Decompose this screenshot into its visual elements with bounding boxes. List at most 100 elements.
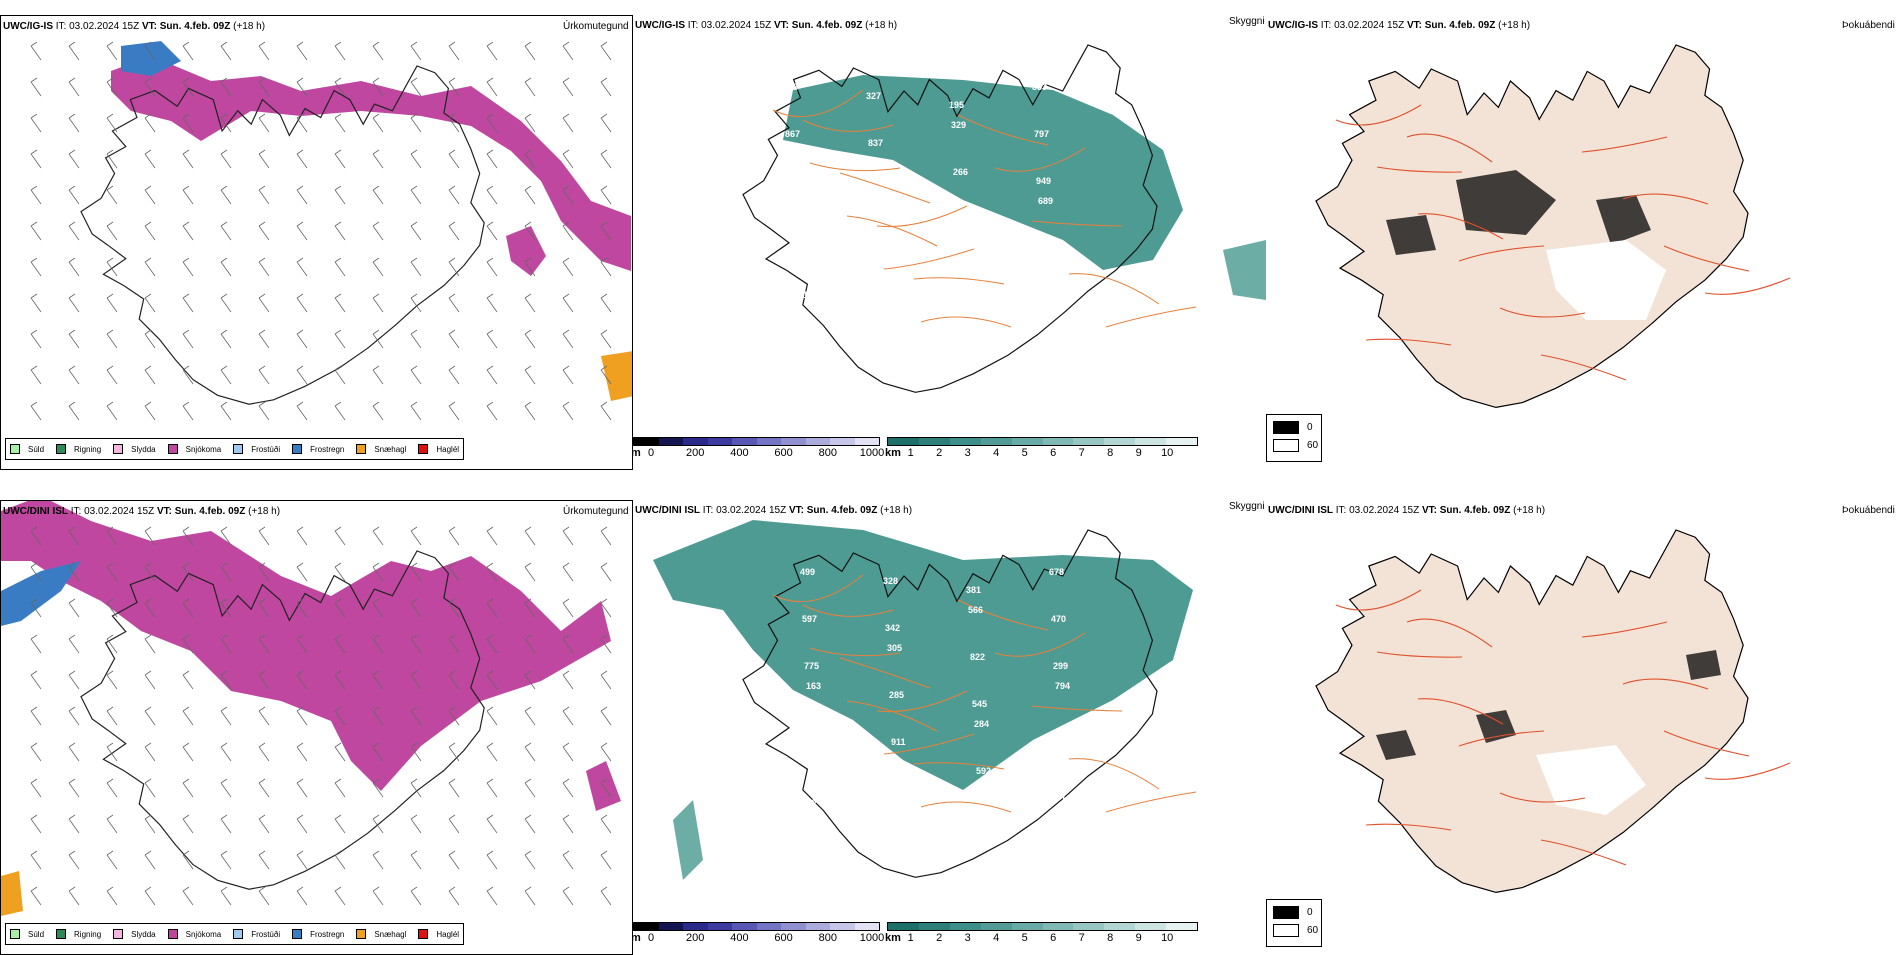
colorbar-step	[949, 923, 981, 930]
wind-barb	[258, 365, 270, 385]
legend-swatch	[292, 929, 303, 939]
colorbar-ticks: m 0 200 400 600 800 1000	[633, 931, 884, 945]
road-line	[1417, 698, 1504, 725]
road-line	[1031, 705, 1123, 712]
wind-barb	[30, 41, 42, 61]
wind-barb	[372, 706, 384, 726]
wind-barb	[296, 850, 308, 870]
wind-barb	[562, 41, 574, 61]
wind-barb	[562, 221, 574, 241]
wind-barb	[334, 850, 346, 870]
cloud-base-label: 266	[953, 167, 968, 177]
wind-barb	[448, 562, 460, 582]
wind-barb	[144, 113, 156, 133]
wind-barb	[562, 886, 574, 906]
wind-barb	[600, 185, 612, 205]
wind-barb	[334, 113, 346, 133]
wind-barb	[334, 814, 346, 834]
cloud-base-label: 838	[791, 243, 806, 253]
legend-label: Snæhagl	[374, 929, 407, 939]
road-line	[1704, 277, 1791, 295]
colorbar-tick: 200	[686, 932, 705, 944]
road-line	[1540, 839, 1627, 866]
legend-label: Súld	[28, 929, 45, 939]
legend-label: Slydda	[131, 929, 156, 939]
title-lead: (+18 h)	[880, 505, 913, 516]
road-line	[1406, 618, 1493, 648]
snow-area	[506, 226, 546, 276]
wind-barb	[68, 742, 80, 762]
cloud-base-label: 69	[893, 757, 903, 767]
wind-barb	[68, 886, 80, 906]
wind-barb	[600, 329, 612, 349]
colorbar-tick: 6	[1050, 932, 1057, 944]
fog-index-panel: UWC/IG-IS IT: 03.02.2024 15Z VT: Sun. 4.…	[1266, 0, 1899, 470]
wind-barb	[334, 706, 346, 726]
colorbar-step	[949, 438, 981, 445]
precip-map	[30, 41, 632, 421]
wind-barb	[448, 670, 460, 690]
colorbar-step	[781, 438, 806, 445]
wind-barb	[600, 221, 612, 241]
wind-barb	[486, 113, 498, 133]
wind-barb	[600, 850, 612, 870]
wind-barb	[258, 185, 270, 205]
wind-barb	[144, 850, 156, 870]
title-model: UWC/DINI ISL	[1268, 505, 1333, 516]
colorbar-step	[854, 923, 879, 930]
title-vt-value: Sun. 4.feb. 09Z	[1439, 505, 1511, 516]
iceland-coastline	[80, 550, 485, 890]
wind-barb	[30, 77, 42, 97]
colorbar-step	[683, 923, 708, 930]
wind-barb	[106, 365, 118, 385]
legend-label: Snjókoma	[185, 929, 222, 939]
colorbar-strip	[887, 437, 1198, 446]
colorbar-step	[732, 438, 757, 445]
title-it-label: IT:	[55, 21, 67, 32]
cloud-base-label: 819	[955, 214, 970, 224]
wind-barb	[144, 185, 156, 205]
wind-barb	[296, 562, 308, 582]
wind-barb	[182, 221, 194, 241]
wind-barb	[448, 886, 460, 906]
precip-type-legend: Súld Rigning Slydda Snjókoma Frostúði Frostre…	[5, 923, 465, 945]
wind-barb	[220, 814, 232, 834]
wind-barb	[600, 365, 612, 385]
wind-barb	[296, 293, 308, 313]
wind-barb	[486, 814, 498, 834]
wind-barb	[524, 113, 536, 133]
legend-swatch	[418, 929, 429, 939]
wind-barb	[182, 329, 194, 349]
fog-map	[1315, 529, 1791, 894]
wind-barb	[220, 634, 232, 654]
wind-barb	[562, 526, 574, 546]
fog-legend-swatch	[1273, 924, 1299, 937]
legend-swatch	[292, 444, 303, 454]
fog-dark-area	[1386, 215, 1436, 255]
wind-barb	[524, 41, 536, 61]
wind-barb	[296, 221, 308, 241]
wind-barb	[486, 850, 498, 870]
title-model: UWC/DINI ISL	[635, 505, 700, 516]
cloud-base-label: 678	[1049, 567, 1064, 577]
road-line	[1499, 307, 1586, 318]
wind-barb	[68, 814, 80, 834]
title-vt-value: Sun. 4.feb. 09Z	[159, 21, 231, 32]
colorbar-step	[756, 923, 781, 930]
road-line	[1540, 354, 1627, 381]
wind-barb	[30, 149, 42, 169]
visibility-colorbar: km 1 2 3 4 5 6 7 8 9 10	[885, 922, 1198, 948]
wind-barb	[144, 401, 156, 421]
wind-barb	[144, 41, 156, 61]
title-it-label: IT:	[702, 505, 714, 516]
colorbar-step	[1135, 923, 1167, 930]
legend-item: Frostregn	[292, 444, 344, 454]
wind-barb	[372, 329, 384, 349]
wind-barb	[486, 706, 498, 726]
wind-barb	[410, 149, 422, 169]
colorbar-step	[918, 923, 950, 930]
wind-barb	[68, 329, 80, 349]
wind-barb	[220, 113, 232, 133]
wind-barb	[410, 634, 422, 654]
wind-barb	[600, 526, 612, 546]
